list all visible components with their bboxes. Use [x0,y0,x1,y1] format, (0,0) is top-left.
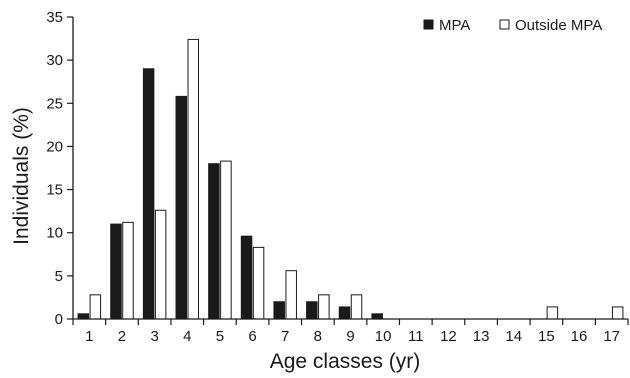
legend-label-mpa: MPA [439,17,470,34]
bar-outside-mpa [220,160,232,320]
legend-swatch-mpa [423,19,434,30]
x-tick-label: 16 [571,328,588,345]
x-tick-label: 4 [183,328,191,345]
bar-mpa [208,163,220,320]
y-tick-label: 20 [46,138,63,155]
bar-outside-mpa [350,294,363,320]
y-tick-label: 15 [46,182,63,199]
bar-outside-mpa [154,209,167,320]
x-axis-title: Age classes (yr) [270,350,421,373]
bar-outside-mpa [187,38,200,320]
y-tick-label: 30 [46,52,63,69]
y-axis-title: Individuals (%) [10,107,33,245]
x-tick-label: 2 [118,328,126,345]
bar-outside-mpa [252,246,265,320]
x-tick-label: 14 [505,328,522,345]
y-tick-label: 25 [46,95,63,112]
legend-label-outside-mpa: Outside MPA [515,17,602,34]
x-tick-label: 1 [85,328,93,345]
x-ticks-group: 1 2 3 4 5 6 7 8 9 10 11 12 13 14 15 16 17 [72,319,629,345]
y-tick-label: 35 [46,9,63,26]
bar-mpa [273,301,285,320]
x-tick-label: 13 [473,328,490,345]
x-tick-label: 6 [248,328,256,345]
bar-mpa [338,306,351,320]
bar-mpa [110,223,122,320]
bar-outside-mpa [318,294,330,320]
legend: MPA Outside MPA [423,17,602,34]
bar-mpa [142,68,155,320]
x-tick-label: 12 [440,328,457,345]
bars-group [77,38,624,320]
bar-mpa [371,313,383,320]
y-tick-label: 10 [46,225,63,242]
bar-outside-mpa [122,221,134,320]
bar-outside-mpa [89,294,102,320]
x-tick-label: 10 [375,328,392,345]
bar-outside-mpa [546,306,559,320]
bar-mpa [175,95,188,320]
y-tick-label: 0 [55,311,63,328]
x-tick-label: 8 [314,328,322,345]
x-tick-label: 11 [408,328,424,345]
x-tick-label: 7 [281,328,289,345]
x-tick-label: 17 [603,328,620,345]
x-tick-label: 9 [346,328,354,345]
x-tick-label: 15 [538,328,555,345]
legend-swatch-outside-mpa [499,19,510,30]
bar-mpa [240,235,253,320]
bar-outside-mpa [611,306,624,320]
y-ticks-group: 0 5 10 15 20 25 30 35 [46,9,73,328]
bar-outside-mpa [285,270,297,320]
bar-mpa [306,301,318,320]
y-tick-label: 5 [55,268,63,285]
x-tick-label: 3 [150,328,158,345]
bar-mpa [77,313,90,320]
x-tick-label: 5 [216,328,224,345]
